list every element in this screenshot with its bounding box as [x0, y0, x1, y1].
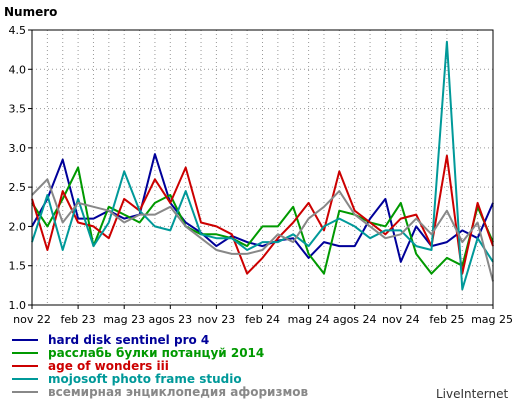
x-tick-label: nov 23: [198, 313, 236, 326]
y-tick-labels: 1.0 1.5 2.0 2.5 3.0 3.5 4.0 4.5: [9, 24, 27, 312]
legend-label: age of wonders iii: [48, 359, 169, 373]
y-tick-label: 4.5: [9, 24, 27, 37]
x-tick-label: agos 24: [333, 313, 377, 326]
x-tick-label: mag 25: [471, 313, 513, 326]
x-tick-labels: nov 22 feb 23 mag 23 agos 23 nov 23 feb 24 mag…: [13, 313, 513, 326]
axes: [28, 29, 494, 309]
y-tick-label: 2.0: [9, 220, 27, 233]
x-tick-label: feb 25: [429, 313, 464, 326]
x-tick-label: mag 23: [103, 313, 145, 326]
y-tick-label: 2.5: [9, 181, 27, 194]
y-tick-label: 1.5: [9, 260, 27, 273]
y-tick-label: 3.5: [9, 103, 27, 116]
x-tick-label: feb 23: [61, 313, 96, 326]
x-tick-label: nov 24: [382, 313, 420, 326]
brand-label: LiveInternet: [436, 387, 508, 401]
series-line-4: [31, 178, 494, 282]
series-line-3: [31, 40, 494, 291]
legend-label: mojosoft photo frame studio: [48, 372, 242, 386]
x-tick-label: feb 24: [245, 313, 280, 326]
y-tick-label: 3.0: [9, 142, 27, 155]
y-tick-label: 1.0: [9, 299, 27, 312]
y-axis-title: Numero: [4, 5, 57, 19]
series-line-1: [31, 166, 494, 275]
legend-label: всемирная энциклопедия афоризмов: [48, 385, 308, 399]
x-tick-label: mag 24: [288, 313, 330, 326]
series-line-2: [31, 154, 494, 275]
plot-frame: [31, 29, 494, 306]
series-lines: [31, 40, 494, 291]
legend-label: расслабь булки потанцуй 2014: [48, 346, 264, 360]
x-tick-label: nov 22: [13, 313, 51, 326]
x-tick-label: agos 23: [148, 313, 192, 326]
legend-label: hard disk sentinel pro 4: [48, 333, 209, 347]
y-tick-label: 4.0: [9, 63, 27, 76]
